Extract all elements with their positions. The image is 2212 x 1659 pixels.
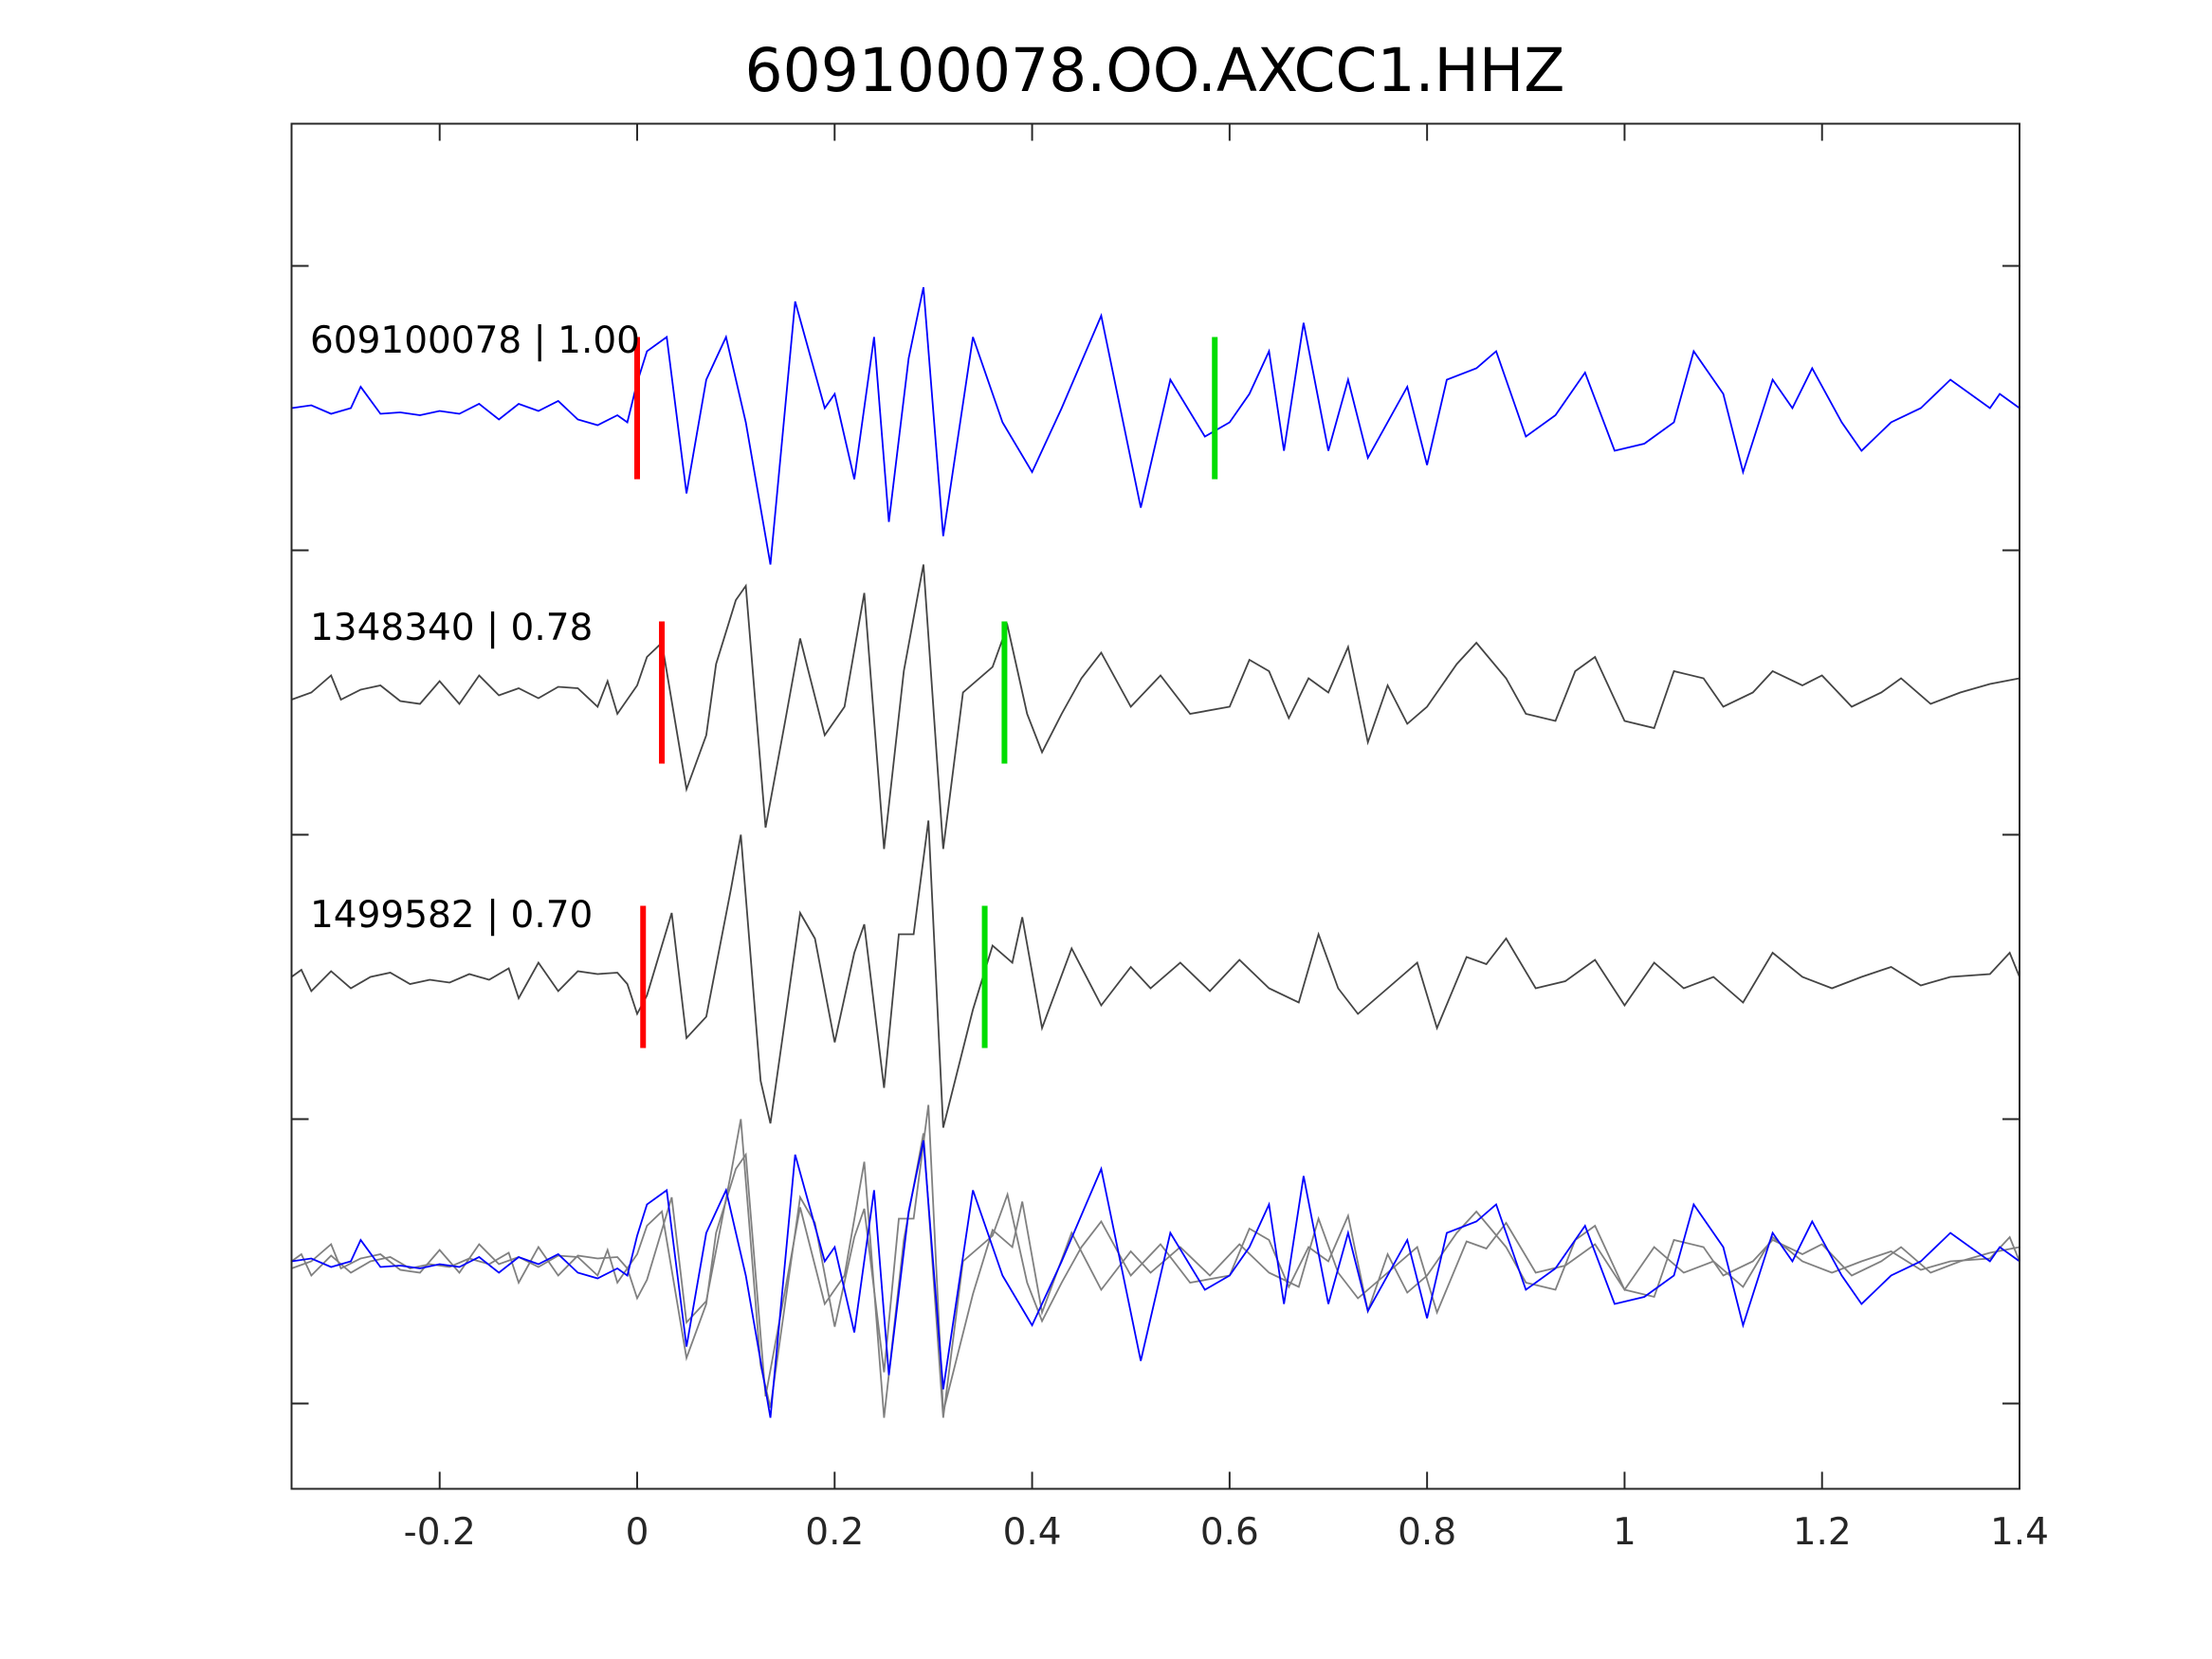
x-tick-label: 0.4 <box>1003 1511 1062 1554</box>
overlay-trace-1348340 <box>291 1133 2020 1418</box>
trace-609100078 <box>291 286 2020 565</box>
overlay-trace-609100078 <box>291 1139 2020 1418</box>
chart-title: 609100078.OO.AXCC1.HHZ <box>745 36 1565 105</box>
x-tick-label: 0.2 <box>805 1511 864 1554</box>
x-tick-label: 0 <box>626 1511 649 1554</box>
x-tick-label: -0.2 <box>404 1511 476 1554</box>
x-tick-label: 1.2 <box>1793 1511 1852 1554</box>
trace-label-1: 609100078 | 1.00 <box>310 319 640 362</box>
x-tick-label: 1 <box>1613 1511 1636 1554</box>
x-tick-label: 1.4 <box>1990 1511 2049 1554</box>
trace-1499582 <box>290 820 2020 1128</box>
x-tick-label: 0.8 <box>1398 1511 1456 1554</box>
x-tick-label: 0.6 <box>1200 1511 1259 1554</box>
trace-label-2: 1348340 | 0.78 <box>310 607 593 649</box>
trace-1348340 <box>291 564 2020 849</box>
plot-frame <box>290 122 2020 1490</box>
overlay-trace-1499582 <box>290 1104 2020 1413</box>
trace-label-3: 1499582 | 0.70 <box>310 894 593 937</box>
